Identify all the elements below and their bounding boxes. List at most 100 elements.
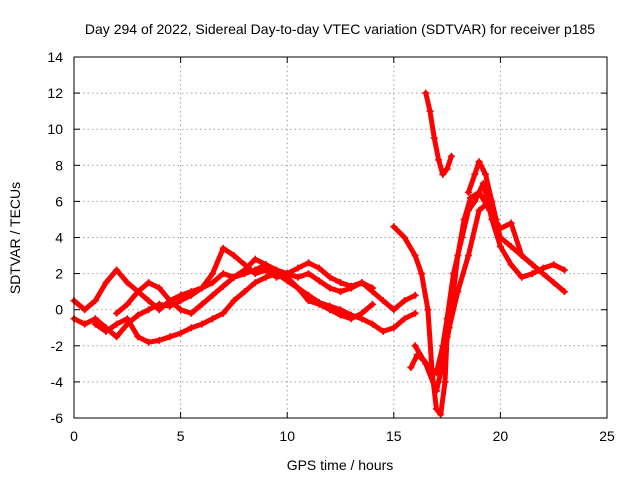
data-point [492,215,500,223]
data-point [209,270,217,278]
data-point [422,360,430,368]
series-track-e [390,188,568,418]
data-point [488,197,496,205]
data-point [496,234,504,241]
series-track-i [464,158,500,223]
data-point [347,284,355,292]
data-point [528,261,536,269]
data-point [430,134,438,142]
data-point [411,252,419,260]
data-point [407,363,415,371]
data-point [198,300,206,308]
y-tick-label: 0 [55,302,63,318]
x-axis: 0 5 10 15 20 25 [70,57,615,444]
data-point [91,320,99,328]
data-point [219,270,227,278]
data-point [91,297,99,305]
series-layer [70,89,568,418]
data-point [432,387,440,395]
data-point [347,315,355,323]
y-tick-label: 10 [47,121,63,137]
data-point [418,270,426,278]
data-point [123,315,131,323]
data-point [230,297,238,305]
data-point [337,279,344,287]
data-point [113,309,121,317]
data-point [230,252,238,260]
grid [74,57,607,418]
data-point [230,273,238,281]
y-tick-label: 8 [55,157,63,173]
data-point [326,284,334,292]
x-tick-label: 0 [70,428,78,444]
data-point [471,170,479,178]
y-tick-label: 4 [55,230,63,246]
data-point [390,306,398,314]
data-point [400,315,408,323]
data-point [262,273,270,281]
data-point [426,107,434,115]
data-point [305,297,313,305]
x-tick-label: 25 [599,428,615,444]
data-point [294,273,302,281]
data-point [445,324,453,332]
data-point [432,405,440,413]
data-point [449,270,457,278]
data-point [155,300,163,308]
data-point [443,165,451,173]
data-point [464,206,472,214]
data-point [400,297,408,305]
y-tick-label: -6 [51,410,64,426]
data-point [368,284,376,292]
data-point [187,291,195,299]
data-point [464,252,472,260]
data-point [435,156,443,164]
data-point [251,266,259,274]
data-point [315,264,323,272]
data-point [155,336,163,344]
data-point [241,288,249,296]
data-point [475,206,483,214]
data-point [379,327,387,335]
data-point [177,329,185,337]
data-point [81,320,89,328]
data-point [539,270,547,278]
series-track-c [91,270,419,346]
data-point [400,234,408,241]
data-point [187,309,195,317]
data-point [315,277,323,285]
data-point [368,300,376,308]
data-point [209,315,217,323]
y-axis: -6 -4 -2 0 2 4 6 8 10 12 14 [47,49,607,426]
data-point [262,261,270,269]
data-point [315,300,323,308]
data-point [102,327,110,335]
data-point [241,266,249,274]
data-point [507,219,515,227]
data-point [358,279,366,287]
y-tick-label: 6 [55,193,63,209]
data-point [177,306,185,314]
series-track-g [411,197,547,395]
data-point [390,223,398,231]
data-point [550,261,558,269]
data-point [145,297,153,305]
y-tick-label: 14 [47,49,63,65]
data-point [113,320,121,328]
data-point [294,284,302,292]
data-point [379,297,387,305]
x-axis-label: GPS time / hours [287,457,394,473]
data-point [475,158,483,166]
data-point [467,194,475,202]
data-point [411,291,419,299]
data-point [81,306,89,314]
data-point [518,252,526,260]
data-point [447,152,455,160]
x-tick-label: 10 [279,428,295,444]
data-point [123,300,131,308]
data-point [305,270,313,278]
data-point [481,170,489,178]
data-point [496,243,504,251]
data-point [441,378,449,386]
